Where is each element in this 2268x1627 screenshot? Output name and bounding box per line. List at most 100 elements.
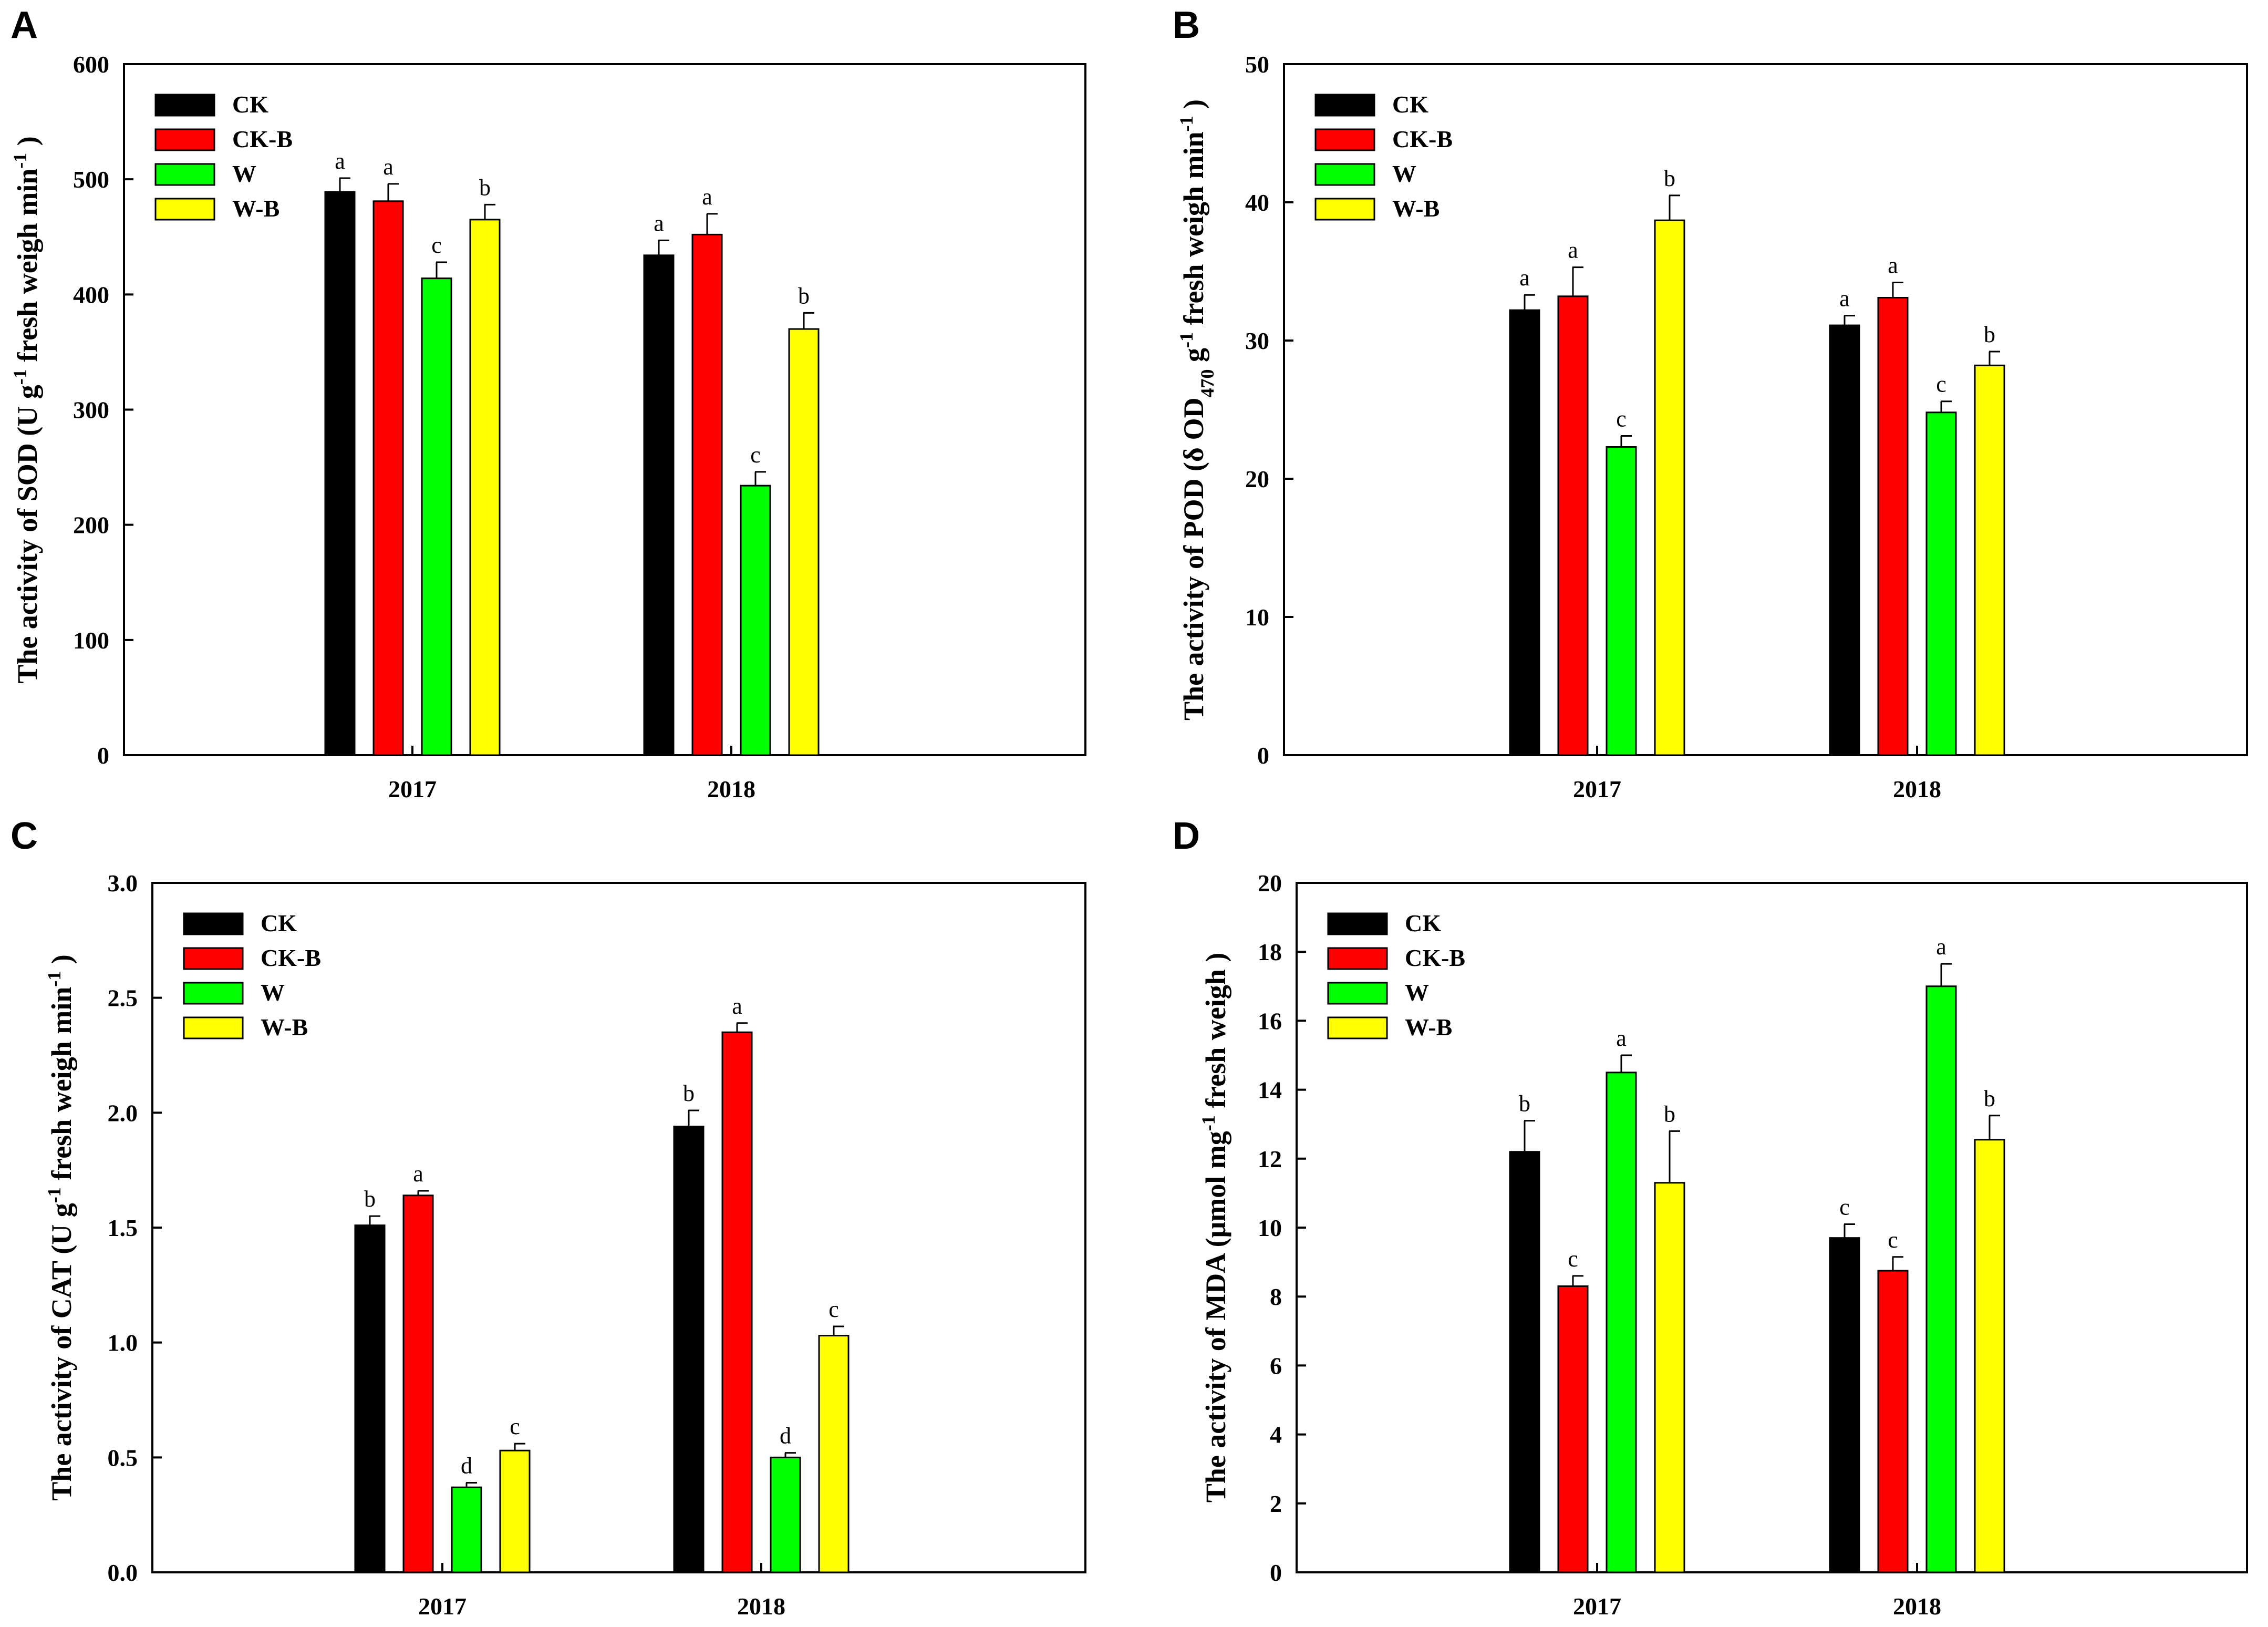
significance-letter: c: [431, 232, 442, 258]
y-tick-label: 400: [73, 281, 109, 308]
plot-frame: [1283, 63, 2248, 756]
legend-swatch-W: [183, 982, 244, 1005]
bar-W-B-2018: [1974, 1139, 2005, 1573]
panel-letter: D: [1173, 815, 1200, 857]
legend-label-W: W: [1405, 979, 1429, 1006]
bar-W-2017: [1606, 1072, 1637, 1573]
y-tick-label: 50: [1245, 51, 1269, 78]
legend-swatch-CK-B: [1314, 128, 1375, 151]
significance-letter: b: [1664, 166, 1675, 191]
significance-letter: a: [413, 1161, 423, 1187]
y-tick-label: 1.5: [108, 1214, 138, 1241]
label-part: ): [12, 136, 43, 152]
y-tick-label: 2.0: [108, 1099, 138, 1126]
significance-letter: d: [780, 1423, 791, 1449]
legend-swatch-CK-B: [154, 128, 215, 151]
bar-CK-2017: [354, 1224, 386, 1573]
x-category-label: 2017: [1573, 1593, 1621, 1620]
legend-swatch-W-B: [1327, 1016, 1388, 1039]
significance-letter: a: [1936, 934, 1946, 960]
bar-CK-2017: [324, 191, 356, 756]
significance-letter: b: [364, 1186, 376, 1212]
plot-frame: [123, 63, 1086, 756]
bar-CK-B-2017: [1557, 295, 1589, 756]
y-tick-label: 40: [1245, 189, 1269, 216]
bar-CK-2018: [643, 254, 675, 756]
x-category-label: 2017: [418, 1593, 467, 1620]
significance-letter: b: [798, 283, 810, 308]
superscript: -1: [9, 153, 30, 169]
bar-W-B-2017: [469, 219, 501, 756]
significance-letter: c: [1936, 372, 1946, 397]
significance-letter: c: [510, 1414, 520, 1439]
y-tick-label: 8: [1270, 1283, 1282, 1310]
plot-frame: [151, 882, 1086, 1573]
bar-CK-2017: [1509, 1151, 1540, 1573]
y-tick-label: 200: [73, 512, 109, 539]
significance-letter: c: [1568, 1246, 1578, 1272]
y-axis-label: The activity of SOD (U g-1 fresh weigh m…: [9, 136, 43, 683]
panel-letter: B: [1173, 4, 1200, 46]
bar-W-B-2018: [788, 328, 820, 756]
bar-W-2017: [1606, 446, 1637, 756]
x-category-label: 2018: [1893, 776, 1941, 802]
significance-letter: b: [1519, 1091, 1530, 1117]
y-tick-label: 300: [73, 397, 109, 424]
y-tick-label: 0: [1257, 742, 1269, 769]
significance-letter: a: [654, 210, 664, 236]
y-tick-label: 16: [1258, 1007, 1282, 1034]
significance-letter: c: [1888, 1227, 1898, 1253]
significance-letter: b: [1664, 1101, 1675, 1127]
y-tick-label: 100: [73, 627, 109, 654]
superscript: -1: [9, 369, 30, 385]
legend-label-CK-B: CK-B: [232, 126, 293, 152]
legend-label-CK: CK: [1392, 91, 1428, 118]
y-tick-label: 20: [1245, 466, 1269, 492]
significance-letter: c: [1616, 406, 1627, 431]
legend-label-W-B: W-B: [1392, 195, 1439, 222]
y-tick-label: 12: [1258, 1146, 1282, 1172]
significance-letter: b: [1984, 322, 1995, 347]
bar-W-B-2017: [1654, 1182, 1685, 1573]
bar-W-2017: [421, 277, 452, 756]
label-part: ): [46, 954, 77, 971]
bar-W-2018: [1925, 411, 1957, 756]
legend-label-W-B: W-B: [1405, 1014, 1452, 1041]
bar-W-B-2017: [1654, 219, 1685, 756]
y-axis-label: The activity of MDA (μmol mg-1 fresh wei…: [1198, 953, 1231, 1502]
bar-CK-B-2018: [691, 233, 723, 756]
legend-swatch-CK: [1327, 912, 1388, 935]
y-tick-label: 600: [73, 51, 109, 78]
legend-label-CK: CK: [261, 910, 297, 936]
y-tick-label: 2: [1270, 1490, 1282, 1517]
bar-W-2018: [740, 485, 771, 756]
legend-label-W: W: [261, 979, 285, 1006]
bar-W-B-2018: [818, 1335, 850, 1573]
bar-W-2018: [770, 1456, 801, 1573]
significance-letter: a: [1839, 286, 1850, 312]
x-category-label: 2017: [1573, 776, 1621, 802]
y-tick-label: 4: [1270, 1422, 1282, 1448]
significance-letter: c: [1839, 1194, 1850, 1220]
y-tick-label: 0.0: [108, 1559, 138, 1586]
bar-CK-B-2018: [1877, 296, 1909, 756]
panel-D: D 0 2 4 6 8 10 12 14 16 18 20 The activity of MDA (μ…: [1173, 815, 2248, 1620]
significance-letter: c: [829, 1296, 839, 1322]
legend-swatch-CK-B: [183, 947, 244, 970]
legend-swatch-W-B: [154, 198, 215, 221]
panel-C: C 0.0 0.5 1.0 1.5 2.0 2.5 3.0 The activity of CA…: [11, 815, 1086, 1620]
panel-A: A 0 100 200 300 400 500 600 The activity of SOD …: [9, 4, 1086, 802]
legend-swatch-CK: [154, 94, 215, 117]
y-axis-label: The activity of CAT (U g-1 fresh weigh m…: [44, 954, 77, 1500]
label-part: fresh weigh min: [46, 987, 77, 1188]
y-tick-label: 0.5: [108, 1444, 138, 1471]
label-part: fresh weigh min: [1178, 132, 1209, 333]
label-part: ): [1178, 99, 1209, 116]
legend-swatch-CK: [183, 912, 244, 935]
y-tick-label: 1.0: [108, 1330, 138, 1356]
legend-label-CK-B: CK-B: [1392, 126, 1453, 152]
significance-letter: a: [335, 148, 345, 174]
y-tick-label: 20: [1258, 870, 1282, 897]
bar-W-B-2018: [1974, 364, 2005, 756]
superscript: -1: [1198, 1115, 1219, 1131]
